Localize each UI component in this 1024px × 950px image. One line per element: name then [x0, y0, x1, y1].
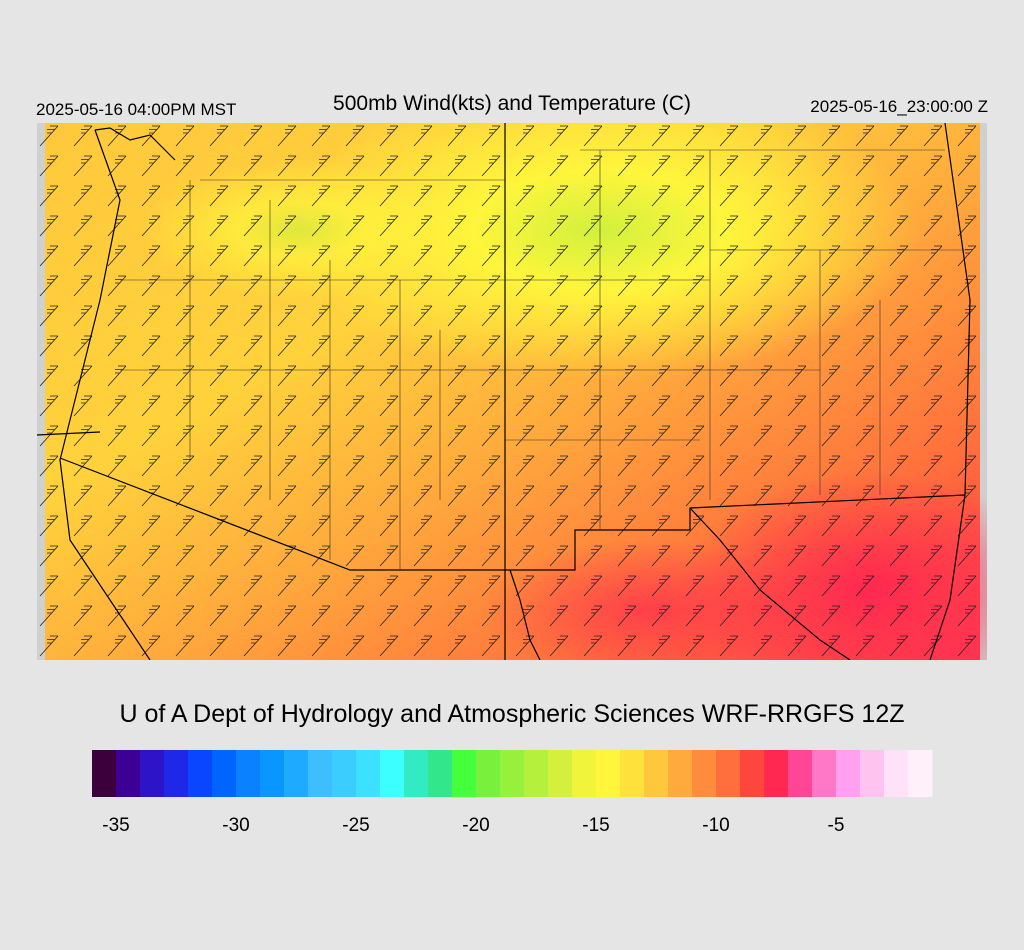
- colorbar-tick-label: -10: [702, 815, 729, 836]
- color-swatch: [92, 750, 117, 797]
- color-swatch: [332, 750, 357, 797]
- color-swatch: [236, 750, 261, 797]
- colorbar-tick-label: -35: [102, 815, 129, 836]
- color-swatch: [692, 750, 717, 797]
- color-swatch: [428, 750, 453, 797]
- color-swatch: [116, 750, 141, 797]
- colorbar-tick-label: -5: [828, 815, 845, 836]
- color-swatch: [188, 750, 213, 797]
- color-swatch: [596, 750, 621, 797]
- colorbar-tick-label: -30: [222, 815, 249, 836]
- color-swatch: [788, 750, 813, 797]
- color-swatch: [836, 750, 861, 797]
- color-swatch: [908, 750, 933, 797]
- color-swatch: [284, 750, 309, 797]
- color-swatch: [740, 750, 765, 797]
- color-swatch: [884, 750, 909, 797]
- color-swatch: [548, 750, 573, 797]
- color-swatch: [572, 750, 597, 797]
- color-swatch: [764, 750, 789, 797]
- map-title: 500mb Wind(kts) and Temperature (C): [333, 92, 691, 115]
- color-swatch: [140, 750, 165, 797]
- wind-barbs: [37, 123, 987, 660]
- color-swatch: [500, 750, 525, 797]
- local-time: 2025-05-16 04:00PM MST: [36, 100, 236, 119]
- color-swatch: [308, 750, 333, 797]
- color-swatch: [860, 750, 885, 797]
- colorbar-tick-label: -25: [342, 815, 369, 836]
- borders: [37, 123, 971, 660]
- color-swatch: [380, 750, 405, 797]
- color-swatch: [620, 750, 645, 797]
- color-swatch: [260, 750, 285, 797]
- color-swatch: [212, 750, 237, 797]
- credit: U of A Dept of Hydrology and Atmospheric…: [119, 700, 904, 728]
- color-swatch: [524, 750, 549, 797]
- color-swatch: [476, 750, 501, 797]
- colorbar-tick-label: -20: [462, 815, 489, 836]
- color-swatch: [812, 750, 837, 797]
- colorbar: -35 -30 -25 -20 -15 -10 -5: [92, 750, 933, 836]
- color-swatch: [716, 750, 741, 797]
- valid-time: 2025-05-16_23:00:00 Z: [810, 97, 988, 116]
- color-swatch: [452, 750, 477, 797]
- color-swatch: [164, 750, 189, 797]
- color-swatch: [668, 750, 693, 797]
- colorbar-tick-label: -15: [582, 815, 609, 836]
- map: [37, 123, 987, 660]
- county-lines: [120, 149, 970, 570]
- color-swatch: [356, 750, 381, 797]
- color-swatch: [404, 750, 429, 797]
- color-swatch: [644, 750, 669, 797]
